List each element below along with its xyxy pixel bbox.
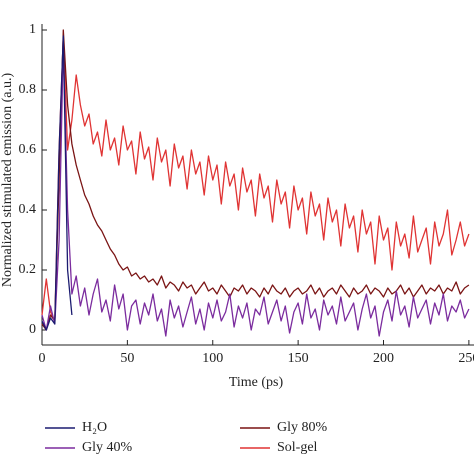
legend-label: Sol-gel [277, 440, 318, 455]
x-tick-label: 50 [120, 351, 134, 366]
legend-label: H₂O [82, 420, 107, 435]
series-line [41, 29, 470, 331]
y-tick-label: 0.6 [19, 142, 37, 157]
y-tick-label: 0.2 [19, 262, 37, 277]
y-axis-label: Normalized stimulated emission (a.u.) [0, 73, 15, 288]
y-tick-label: 1 [29, 22, 36, 37]
series-line [41, 35, 470, 322]
series-line [41, 35, 73, 331]
x-tick-label: 100 [202, 351, 223, 366]
y-tick-label: 0.4 [19, 202, 37, 217]
x-axis-label: Time (ps) [229, 375, 284, 390]
series-line [41, 44, 470, 337]
x-tick-label: 150 [288, 351, 309, 366]
legend-label: Gly 40% [82, 440, 133, 455]
y-tick-label: 0.8 [19, 82, 37, 97]
x-tick-label: 0 [39, 351, 46, 366]
x-tick-label: 200 [373, 351, 394, 366]
y-tick-label: 0 [29, 322, 36, 337]
legend-label: Gly 80% [277, 420, 328, 435]
x-tick-label: 250 [458, 351, 474, 366]
